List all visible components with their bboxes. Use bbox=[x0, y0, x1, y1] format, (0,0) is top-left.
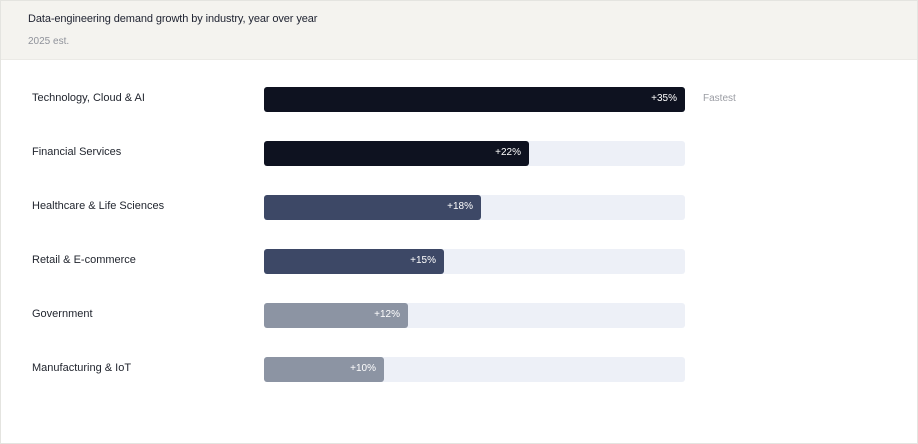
bar: +12% bbox=[264, 303, 408, 328]
chart-subtitle: 2025 est. bbox=[28, 36, 70, 47]
value-label: +35% bbox=[651, 93, 677, 104]
bar: +10% bbox=[264, 357, 384, 382]
bar: +35% bbox=[264, 87, 685, 112]
bar-row: Financial Services +22% bbox=[1, 141, 917, 167]
chart-title: Data-engineering demand growth by indust… bbox=[28, 13, 318, 25]
bar: +22% bbox=[264, 141, 529, 166]
bar-chart: Technology, Cloud & AI +35% Fastest Financi… bbox=[1, 60, 917, 443]
value-label: +18% bbox=[447, 201, 473, 212]
category-label: Government bbox=[32, 308, 93, 320]
bar-row: Manufacturing & IoT +10% bbox=[1, 357, 917, 383]
category-label: Retail & E-commerce bbox=[32, 254, 136, 266]
value-label: +10% bbox=[350, 363, 376, 374]
bar-row: Government +12% bbox=[1, 303, 917, 329]
bar-track: +12% bbox=[264, 303, 685, 328]
value-label: +22% bbox=[495, 147, 521, 158]
bar-track: +15% bbox=[264, 249, 685, 274]
category-label: Technology, Cloud & AI bbox=[32, 92, 145, 104]
value-label: +15% bbox=[410, 255, 436, 266]
bar-row: Retail & E-commerce +15% bbox=[1, 249, 917, 275]
bar-track: +35% bbox=[264, 87, 685, 112]
bar-row: Healthcare & Life Sciences +18% bbox=[1, 195, 917, 221]
bar-row: Technology, Cloud & AI +35% Fastest bbox=[1, 87, 917, 113]
category-label: Manufacturing & IoT bbox=[32, 362, 132, 374]
bar-track: +10% bbox=[264, 357, 685, 382]
chart-header: Data-engineering demand growth by indust… bbox=[1, 1, 917, 60]
bar-track: +22% bbox=[264, 141, 685, 166]
bar: +18% bbox=[264, 195, 481, 220]
category-label: Financial Services bbox=[32, 146, 122, 158]
value-label: +12% bbox=[374, 309, 400, 320]
category-label: Healthcare & Life Sciences bbox=[32, 200, 165, 212]
bar-track: +18% bbox=[264, 195, 685, 220]
annotation-label: Fastest bbox=[703, 93, 736, 104]
bar: +15% bbox=[264, 249, 444, 274]
